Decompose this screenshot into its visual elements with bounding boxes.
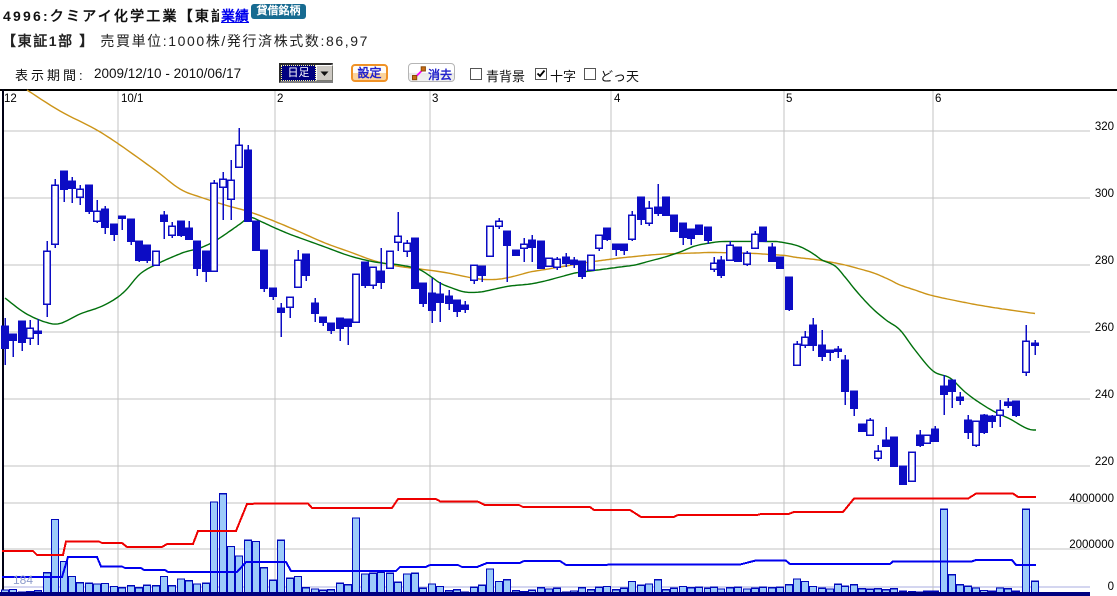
svg-text:6: 6: [935, 93, 941, 105]
svg-text:184: 184: [13, 573, 33, 587]
svg-text:12: 12: [4, 93, 17, 105]
svg-text:2: 2: [277, 93, 283, 105]
svg-text:5: 5: [786, 93, 792, 105]
svg-text:3: 3: [432, 93, 438, 105]
svg-text:260: 260: [1095, 322, 1114, 334]
svg-text:280: 280: [1095, 255, 1114, 267]
svg-text:2000000: 2000000: [1069, 539, 1114, 551]
svg-text:240: 240: [1095, 389, 1114, 401]
svg-text:0: 0: [1108, 581, 1114, 593]
svg-text:4000000: 4000000: [1069, 493, 1114, 505]
svg-text:320: 320: [1095, 121, 1114, 133]
svg-text:300: 300: [1095, 188, 1114, 200]
svg-text:10/1: 10/1: [121, 93, 143, 105]
svg-text:220: 220: [1095, 456, 1114, 468]
svg-text:4: 4: [614, 93, 621, 105]
